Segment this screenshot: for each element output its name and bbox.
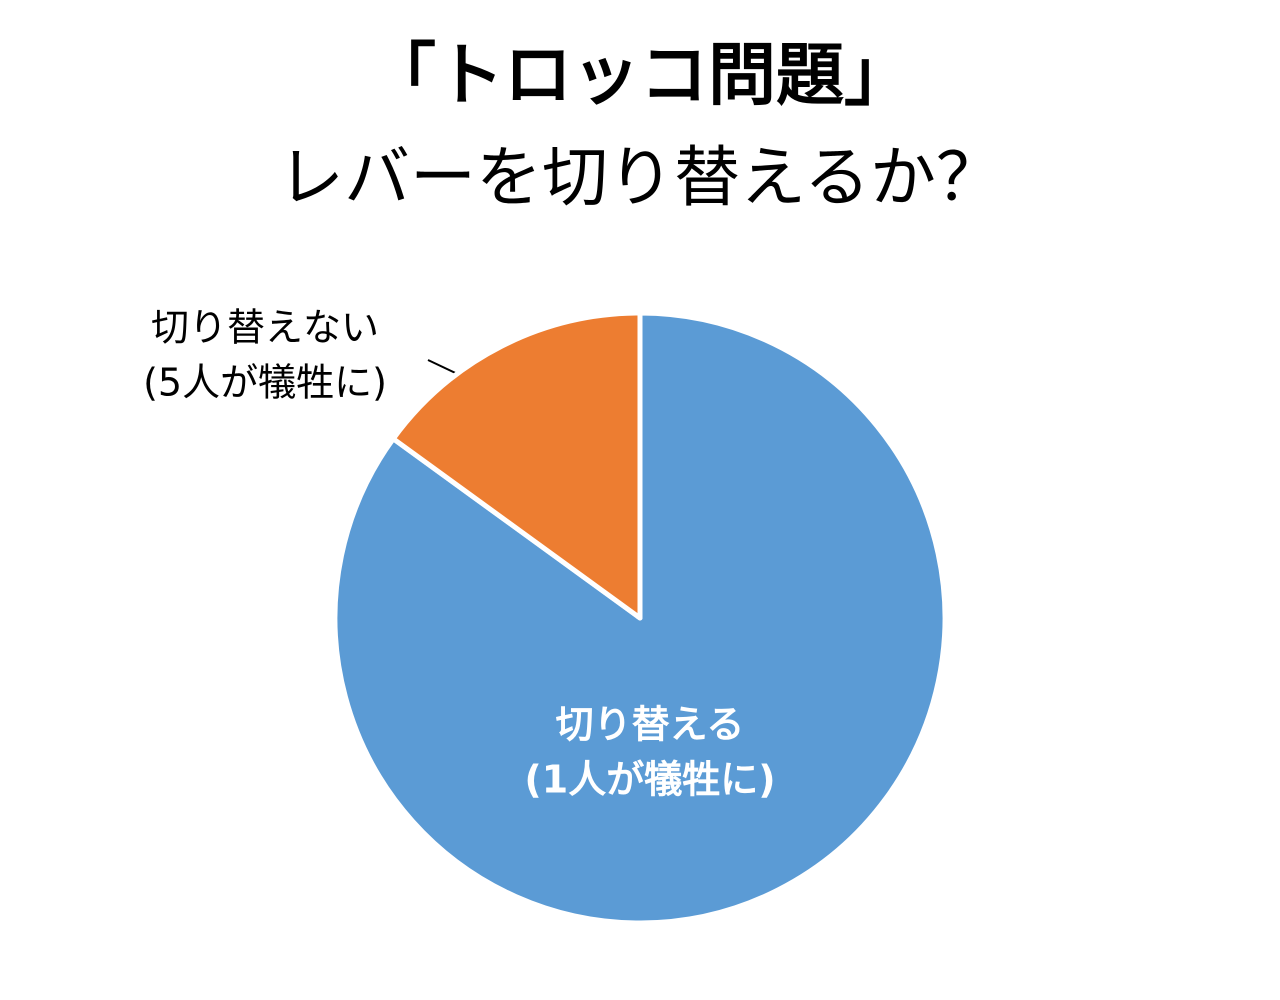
chart-subtitle: レバーを切り替えるか？ <box>278 139 1002 216</box>
slice-label: 切り替える <box>556 703 745 747</box>
pie-slice <box>390 310 643 621</box>
slice-label: (5人が犠牲に) <box>143 361 387 405</box>
chart-title: 「トロッコ問題」 <box>368 37 912 116</box>
slice-label: (1人が犠牲に) <box>524 758 775 802</box>
slice-label: 切り替えない <box>151 306 379 350</box>
